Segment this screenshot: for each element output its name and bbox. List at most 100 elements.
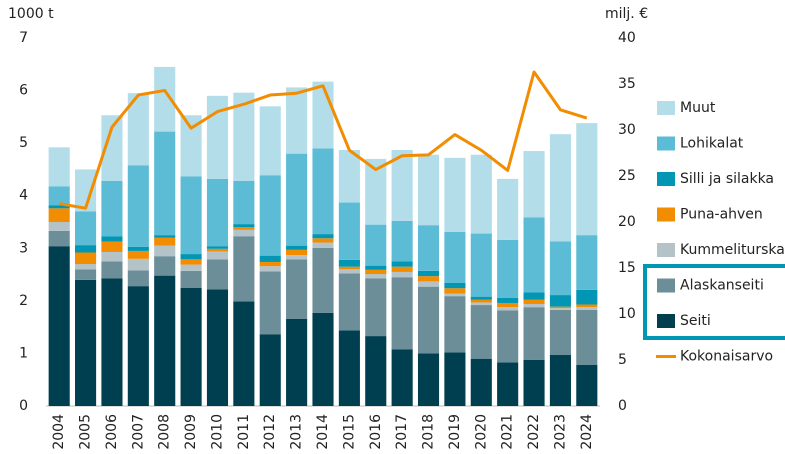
bar-segment xyxy=(75,264,97,270)
bar-segment xyxy=(417,154,440,226)
bar-segment xyxy=(444,296,466,353)
bar-segment xyxy=(101,236,123,242)
x-tick-label: 2016 xyxy=(368,414,384,450)
bar-segment xyxy=(497,307,519,311)
y2-tick-label: 20 xyxy=(618,214,636,230)
bar-segment xyxy=(48,222,70,231)
bar-segment xyxy=(312,81,334,149)
legend-label: Puna-ahven xyxy=(680,207,763,223)
bar-segment xyxy=(154,256,176,276)
bar-segment xyxy=(259,255,281,262)
legend-swatch xyxy=(657,136,675,151)
bar-segment xyxy=(286,318,308,406)
x-tick-label: 2022 xyxy=(526,414,542,450)
bar-segment xyxy=(365,224,387,266)
bar-segment xyxy=(470,296,492,300)
bar-segment xyxy=(549,309,571,356)
bar-segment xyxy=(127,286,149,406)
bar-segment xyxy=(206,248,229,252)
bar-segment xyxy=(312,247,334,313)
bar-segment xyxy=(312,242,334,248)
bar-segment xyxy=(180,115,202,177)
bar-segment xyxy=(470,233,492,297)
bar-segment xyxy=(497,297,519,303)
bar-segment xyxy=(127,93,149,166)
bar-segment xyxy=(470,305,492,359)
bar-segment xyxy=(365,274,387,279)
x-tick-label: 2004 xyxy=(51,414,67,450)
legend-label: Kokonaisarvo xyxy=(680,349,773,365)
bar-segment xyxy=(523,307,545,360)
bar-segment xyxy=(523,292,545,300)
bar-segment xyxy=(549,241,571,296)
x-tick-label: 2017 xyxy=(394,414,410,450)
y-tick-label: 2 xyxy=(19,293,28,309)
bar-segment xyxy=(286,153,308,246)
bar-segment xyxy=(206,259,229,290)
x-tick-label: 2023 xyxy=(552,414,568,450)
y-tick-label: 6 xyxy=(19,83,28,99)
bar-segment xyxy=(259,261,281,267)
bar-segment xyxy=(312,238,334,243)
y2-axis-label: milj. € xyxy=(605,6,648,22)
bar-segment xyxy=(470,358,492,406)
x-tick-label: 2013 xyxy=(289,414,305,450)
bar-segment xyxy=(470,299,492,303)
bar-segment xyxy=(338,273,360,331)
y-axis-label: 1000 t xyxy=(8,6,54,22)
bar-segment xyxy=(286,259,308,319)
bar-segment xyxy=(549,295,571,307)
bar-segment xyxy=(180,259,202,265)
bar-segment xyxy=(154,66,176,132)
bar-segment xyxy=(233,180,255,225)
y2-tick-label: 25 xyxy=(618,168,636,184)
bar-segment xyxy=(154,245,176,257)
bar-segment xyxy=(75,245,97,253)
bar-segment xyxy=(391,266,413,272)
bar-segment xyxy=(365,278,387,337)
bar-segment xyxy=(233,301,255,406)
bar-segment xyxy=(549,355,571,406)
bar-segment xyxy=(75,169,97,212)
y-tick-label: 7 xyxy=(19,30,28,46)
bar-segment xyxy=(444,282,466,289)
bar-segment xyxy=(391,277,413,350)
bar-segment xyxy=(391,349,413,406)
bar-segment xyxy=(48,186,70,206)
bar-segment xyxy=(48,205,70,209)
y2-tick-label: 40 xyxy=(618,30,636,46)
bar-segment xyxy=(470,154,492,234)
bar-segment xyxy=(180,270,202,288)
x-tick-label: 2020 xyxy=(473,414,489,450)
y2-tick-label: 15 xyxy=(618,260,636,276)
bar-segment xyxy=(338,269,360,274)
bar-segment xyxy=(101,180,123,237)
x-tick-label: 2010 xyxy=(209,414,225,450)
x-tick-label: 2018 xyxy=(421,414,437,450)
bar-segment xyxy=(391,261,413,267)
bar-segment xyxy=(549,306,571,309)
y2-tick-label: 5 xyxy=(618,352,627,368)
x-tick-label: 2019 xyxy=(447,414,463,450)
bar-segment xyxy=(365,269,387,275)
bar-segment xyxy=(576,289,598,305)
bar-segment xyxy=(497,362,519,406)
y2-tick-label: 0 xyxy=(618,398,627,414)
y-tick-label: 1 xyxy=(19,345,28,361)
x-tick-label: 2012 xyxy=(262,414,278,450)
bar-segment xyxy=(75,269,97,280)
y-tick-label: 3 xyxy=(19,240,28,256)
bar-segment xyxy=(75,211,97,246)
y2-tick-label: 10 xyxy=(618,306,636,322)
bar-segment xyxy=(286,87,308,154)
bar-segment xyxy=(233,224,255,228)
bar-segment xyxy=(259,175,281,256)
legend-swatch xyxy=(657,243,675,257)
bar-segment xyxy=(127,258,149,271)
bar-segment xyxy=(338,330,360,406)
x-tick-label: 2006 xyxy=(104,414,120,450)
x-tick-label: 2005 xyxy=(78,414,94,450)
legend-label: Lohikalat xyxy=(680,136,744,152)
bar-segment xyxy=(75,279,97,406)
bar-segment xyxy=(101,278,123,406)
